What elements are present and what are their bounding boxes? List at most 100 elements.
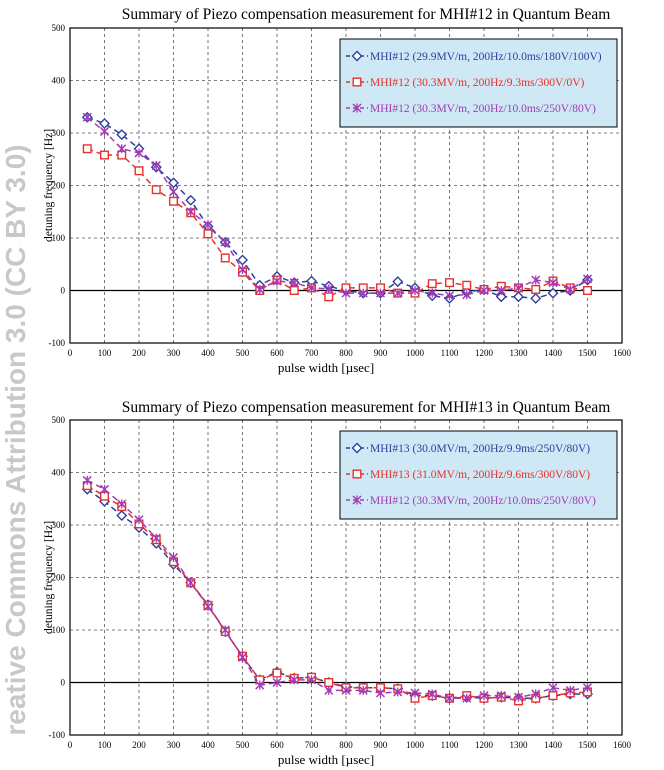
legend: MHI#13 (30.0MV/m, 200Hz/9.9ms/250V/80V) M… bbox=[339, 430, 618, 520]
x-tick-label: 200 bbox=[132, 348, 146, 358]
x-tick-label: 1100 bbox=[441, 348, 459, 358]
y-tick-label: 200 bbox=[52, 573, 66, 583]
data-point bbox=[289, 286, 299, 296]
x-tick-label: 1100 bbox=[441, 740, 459, 750]
data-point bbox=[410, 688, 420, 698]
data-point bbox=[151, 185, 161, 195]
legend-entry: MHI#12 (30.3MV/m, 200Hz/9.3ms/300V/0V) bbox=[370, 77, 585, 89]
series-3 bbox=[82, 475, 593, 703]
data-point bbox=[548, 691, 558, 701]
data-point bbox=[393, 288, 403, 298]
x-tick-label: 400 bbox=[201, 348, 215, 358]
chart-title: Summary of Piezo compensation measuremen… bbox=[122, 6, 611, 23]
legend-marker bbox=[351, 442, 363, 454]
legend-entry: MHI#12 (29.9MV/m, 200Hz/10.0ms/180V/100V… bbox=[370, 51, 602, 63]
y-tick-label: 400 bbox=[52, 468, 66, 478]
y-tick-label: 0 bbox=[61, 678, 66, 688]
data-point bbox=[117, 499, 127, 509]
data-point bbox=[496, 691, 506, 701]
data-point bbox=[237, 254, 248, 266]
x-tick-label: 500 bbox=[236, 348, 250, 358]
data-point bbox=[358, 685, 368, 695]
data-point bbox=[324, 284, 334, 294]
data-point bbox=[444, 693, 455, 703]
data-point bbox=[99, 126, 110, 136]
data-point bbox=[255, 680, 265, 690]
x-tick-label: 1400 bbox=[544, 740, 563, 750]
data-point bbox=[134, 148, 144, 158]
x-tick-label: 900 bbox=[374, 740, 388, 750]
data-point bbox=[495, 291, 507, 303]
data-point bbox=[306, 675, 317, 685]
data-point bbox=[582, 683, 593, 693]
legend-marker bbox=[352, 103, 362, 113]
data-point bbox=[185, 194, 197, 206]
data-point bbox=[462, 693, 472, 703]
x-tick-label: 800 bbox=[339, 348, 353, 358]
y-axis-label: detuning frequency [Hz] bbox=[43, 521, 55, 634]
plot-frame bbox=[69, 419, 623, 736]
data-point bbox=[427, 279, 437, 289]
data-point bbox=[116, 129, 128, 141]
x-tick-label: 600 bbox=[270, 740, 284, 750]
y-tick-label: 400 bbox=[52, 76, 66, 86]
x-tick-label: 1600 bbox=[613, 740, 632, 750]
x-tick-label: 100 bbox=[98, 348, 112, 358]
data-point bbox=[496, 285, 506, 296]
y-tick-label: 300 bbox=[52, 128, 66, 138]
x-tick-label: 900 bbox=[374, 348, 388, 358]
data-point bbox=[530, 292, 542, 304]
legend-box bbox=[339, 38, 618, 128]
data-point bbox=[151, 533, 161, 543]
data-point bbox=[168, 553, 179, 563]
x-tick-label: 1500 bbox=[579, 348, 598, 358]
data-point bbox=[289, 278, 299, 288]
data-point bbox=[324, 292, 334, 302]
series-3 bbox=[82, 112, 593, 301]
data-point bbox=[116, 510, 128, 522]
data-point bbox=[582, 274, 593, 284]
x-axis-label: pulse width [µsec] bbox=[278, 360, 374, 375]
plot-frame bbox=[69, 27, 623, 344]
data-point bbox=[410, 285, 420, 296]
data-point bbox=[220, 625, 230, 635]
legend-marker bbox=[351, 50, 363, 62]
data-point bbox=[272, 276, 282, 286]
data-point bbox=[531, 284, 541, 294]
data-point bbox=[306, 283, 317, 293]
data-point bbox=[445, 278, 455, 288]
data-point bbox=[289, 675, 299, 685]
y-tick-label: 100 bbox=[52, 625, 66, 635]
y-tick-label: 0 bbox=[61, 286, 66, 296]
data-point bbox=[427, 689, 437, 699]
x-tick-label: 1000 bbox=[406, 348, 425, 358]
x-tick-label: 400 bbox=[201, 740, 215, 750]
data-point bbox=[513, 692, 524, 702]
data-point bbox=[462, 280, 472, 290]
series-line bbox=[86, 116, 588, 297]
legend-box bbox=[339, 430, 618, 520]
data-point bbox=[531, 275, 541, 285]
x-tick-label: 1000 bbox=[406, 740, 425, 750]
chart-title: Summary of Piezo compensation measuremen… bbox=[122, 399, 611, 416]
legend-entry: MHI#13 (31.0MV/m, 200Hz/9.6ms/300V/80V) bbox=[370, 469, 590, 481]
data-point bbox=[583, 286, 593, 296]
data-point bbox=[82, 475, 92, 485]
chart-1: Summary of Piezo compensation measuremen… bbox=[43, 6, 632, 375]
data-point bbox=[548, 278, 558, 288]
y-axis-label: detuning frequency [Hz] bbox=[43, 129, 55, 242]
legend-marker bbox=[352, 469, 362, 479]
data-point bbox=[134, 166, 144, 176]
x-tick-label: 1300 bbox=[510, 740, 529, 750]
y-tick-label: 500 bbox=[52, 415, 66, 425]
data-point bbox=[565, 284, 575, 294]
data-point bbox=[99, 484, 110, 494]
data-point bbox=[392, 276, 404, 288]
legend-marker bbox=[352, 77, 362, 87]
data-point bbox=[151, 161, 161, 171]
legend: MHI#12 (29.9MV/m, 200Hz/10.0ms/180V/100V… bbox=[339, 38, 618, 128]
y-tick-label: 200 bbox=[52, 181, 66, 191]
y-tick-label: -100 bbox=[49, 338, 66, 348]
data-point bbox=[186, 578, 196, 588]
x-tick-label: 0 bbox=[68, 348, 73, 358]
